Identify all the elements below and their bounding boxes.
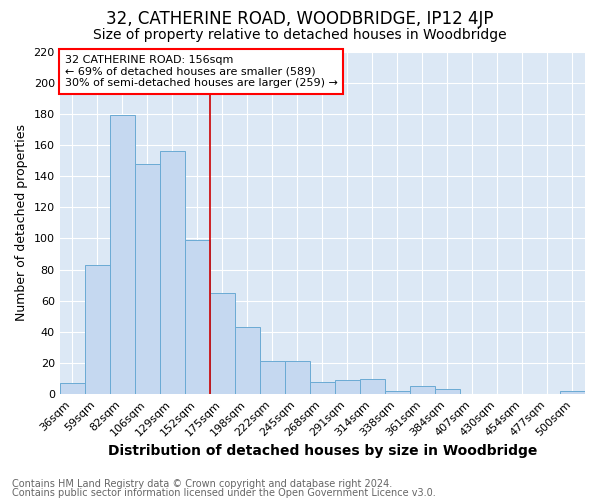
Text: Contains public sector information licensed under the Open Government Licence v3: Contains public sector information licen… bbox=[12, 488, 436, 498]
Bar bbox=[210, 293, 235, 394]
Text: Contains HM Land Registry data © Crown copyright and database right 2024.: Contains HM Land Registry data © Crown c… bbox=[12, 479, 392, 489]
Text: Size of property relative to detached houses in Woodbridge: Size of property relative to detached ho… bbox=[93, 28, 507, 42]
Y-axis label: Number of detached properties: Number of detached properties bbox=[15, 124, 28, 322]
Bar bbox=[160, 151, 185, 394]
Text: 32, CATHERINE ROAD, WOODBRIDGE, IP12 4JP: 32, CATHERINE ROAD, WOODBRIDGE, IP12 4JP bbox=[106, 10, 494, 28]
Bar bbox=[185, 240, 210, 394]
Bar bbox=[285, 362, 310, 394]
Text: 32 CATHERINE ROAD: 156sqm
← 69% of detached houses are smaller (589)
30% of semi: 32 CATHERINE ROAD: 156sqm ← 69% of detac… bbox=[65, 55, 338, 88]
Bar bbox=[335, 380, 360, 394]
Bar bbox=[435, 390, 460, 394]
Bar bbox=[310, 382, 335, 394]
Bar bbox=[85, 265, 110, 394]
Bar bbox=[360, 378, 385, 394]
Bar bbox=[110, 116, 135, 394]
Bar bbox=[260, 362, 285, 394]
X-axis label: Distribution of detached houses by size in Woodbridge: Distribution of detached houses by size … bbox=[107, 444, 537, 458]
Bar bbox=[560, 391, 585, 394]
Bar bbox=[235, 327, 260, 394]
Bar bbox=[135, 164, 160, 394]
Bar bbox=[59, 383, 85, 394]
Bar bbox=[410, 386, 435, 394]
Bar bbox=[385, 391, 410, 394]
